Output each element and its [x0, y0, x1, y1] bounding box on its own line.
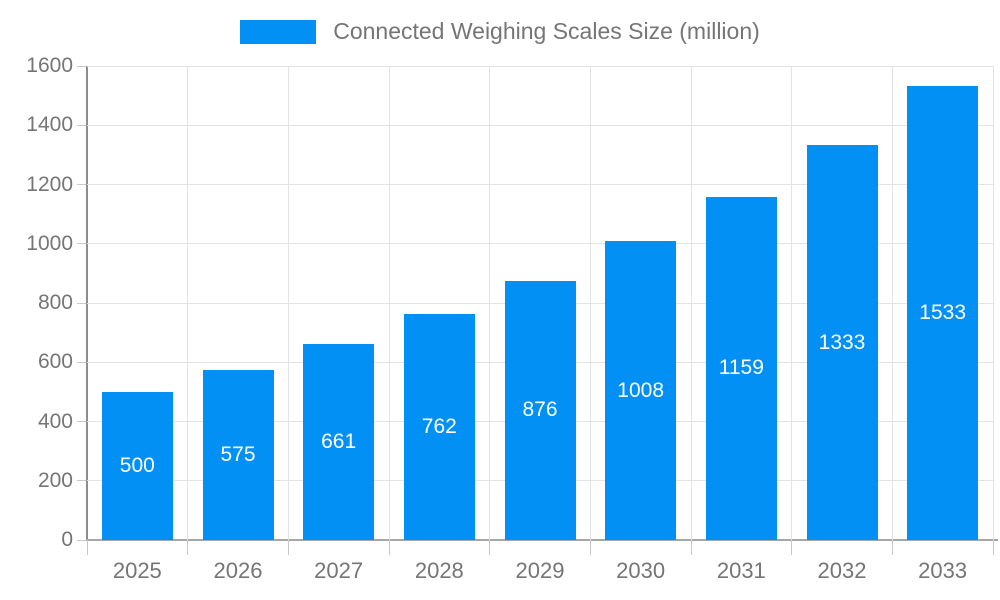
bar-value-label: 661: [321, 430, 357, 454]
bar-2028[interactable]: 762: [403, 314, 475, 540]
bar-value-label: 1008: [617, 378, 665, 402]
x-axis-tick: [86, 540, 88, 555]
v-gridline: [489, 66, 491, 540]
x-axis-label: 2025: [112, 558, 162, 583]
bar-value-label: 575: [220, 442, 256, 466]
v-gridline: [589, 66, 591, 540]
v-gridline: [187, 66, 189, 540]
bar-2025[interactable]: 500: [101, 391, 173, 540]
x-axis-tick: [791, 540, 793, 555]
bar-2026[interactable]: 575: [202, 369, 274, 540]
y-axis-label: 1200: [26, 172, 73, 196]
x-axis-tick: [287, 540, 289, 555]
y-axis-tick: [77, 539, 86, 541]
x-axis-tick: [187, 540, 189, 555]
y-axis-label: 800: [37, 291, 73, 314]
v-gridline: [388, 66, 390, 540]
h-gridline: [87, 243, 993, 245]
x-axis-line: [86, 539, 998, 541]
v-gridline: [791, 66, 793, 540]
bar-2027[interactable]: 661: [303, 344, 375, 540]
plot-area: 0 200 400 600 800 1000 1200 1400 1600 500 2025 575 2…: [26, 54, 998, 583]
x-axis-label: 2031: [716, 558, 766, 583]
v-gridline: [690, 66, 692, 540]
h-gridline: [87, 184, 993, 185]
h-gridline: [87, 124, 993, 126]
y-axis-label: 400: [37, 409, 73, 433]
x-axis-label: 2033: [918, 558, 968, 583]
y-axis-label: 200: [37, 468, 73, 492]
y-axis-tick: [77, 65, 86, 67]
bar-2029[interactable]: 876: [504, 280, 576, 540]
v-gridline: [891, 66, 893, 540]
bar-value-label: 1533: [919, 300, 967, 324]
y-axis-tick: [77, 480, 86, 482]
y-axis-tick: [77, 243, 86, 245]
x-axis-label: 2030: [616, 558, 666, 583]
legend[interactable]: Connected Weighing Scales Size (million): [0, 18, 1000, 45]
x-axis-tick: [690, 540, 692, 555]
x-axis-label: 2029: [515, 558, 565, 583]
x-axis-tick: [992, 540, 994, 555]
y-axis-tick: [77, 421, 86, 422]
bar-value-label: 762: [421, 415, 457, 439]
x-axis-tick: [388, 540, 390, 555]
y-axis-tick: [77, 361, 86, 363]
x-axis-label: 2028: [414, 558, 464, 583]
x-axis-label: 2032: [817, 558, 867, 583]
bar-value-label: 1159: [718, 356, 764, 380]
y-axis-tick: [77, 184, 86, 185]
x-axis-tick: [489, 540, 491, 555]
v-gridline: [287, 66, 289, 540]
bar-2030[interactable]: 1008: [605, 241, 677, 540]
y-axis-label: 1600: [26, 54, 73, 77]
x-axis-label: 2027: [314, 558, 364, 583]
bar-2031[interactable]: 1159: [705, 196, 777, 540]
x-axis-label: 2026: [213, 558, 263, 583]
y-axis-tick: [77, 302, 86, 304]
y-axis-label: 1400: [26, 113, 73, 137]
legend-swatch: [240, 19, 317, 44]
bar-value-label: 1333: [818, 330, 866, 354]
v-gridline: [992, 66, 994, 540]
bar-2032[interactable]: 1333: [806, 145, 878, 540]
x-axis-tick: [891, 540, 893, 555]
y-axis-tick: [77, 124, 86, 126]
y-axis-label: 0: [61, 528, 73, 551]
bar-value-label: 500: [119, 453, 155, 477]
y-axis-label: 600: [37, 350, 73, 374]
bar-2033[interactable]: 1533: [907, 85, 979, 540]
h-gridline: [87, 65, 993, 67]
bar-value-label: 876: [522, 398, 558, 422]
y-axis-label: 1000: [26, 231, 73, 255]
x-axis-tick: [589, 540, 591, 555]
legend-label: Connected Weighing Scales Size (million): [333, 18, 760, 44]
